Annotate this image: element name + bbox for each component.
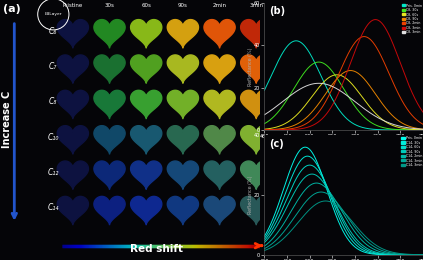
Polygon shape: [204, 55, 235, 83]
Polygon shape: [94, 161, 125, 189]
Polygon shape: [131, 126, 162, 154]
Polygon shape: [167, 90, 198, 119]
Text: 60s: 60s: [141, 3, 151, 8]
Polygon shape: [94, 90, 125, 119]
Text: Red shift: Red shift: [129, 244, 183, 253]
Polygon shape: [57, 20, 88, 48]
Text: (b): (b): [269, 6, 285, 16]
Legend: Pris. 0min, C14, 30s, C14, 60s, C14, 90s, C14, 2min, C14, 3min, C14, 3min: Pris. 0min, C14, 30s, C14, 60s, C14, 90s…: [401, 136, 422, 167]
Polygon shape: [241, 161, 272, 189]
Polygon shape: [241, 196, 272, 225]
Polygon shape: [167, 55, 198, 83]
Polygon shape: [57, 90, 88, 119]
Polygon shape: [94, 55, 125, 83]
Polygon shape: [204, 126, 235, 154]
Text: C₇: C₇: [49, 62, 58, 71]
Polygon shape: [131, 20, 162, 48]
Polygon shape: [241, 126, 272, 154]
Polygon shape: [57, 196, 88, 225]
Text: LBLayer: LBLayer: [44, 12, 62, 16]
Polygon shape: [167, 20, 198, 48]
Polygon shape: [131, 55, 162, 83]
Text: 30s: 30s: [104, 3, 115, 8]
Polygon shape: [131, 196, 162, 225]
Polygon shape: [57, 126, 88, 154]
Text: (c): (c): [269, 139, 284, 149]
Text: C₁₄: C₁₄: [48, 204, 59, 212]
Polygon shape: [204, 20, 235, 48]
Text: Pristine: Pristine: [63, 3, 83, 8]
X-axis label: Wavelength (nm): Wavelength (nm): [322, 141, 365, 146]
Polygon shape: [57, 55, 88, 83]
Legend: Pris. 0min, C8, 30s, C8, 60s, C8, 90s, C8, 2min, C8, 3min, C8, 3min: Pris. 0min, C8, 30s, C8, 60s, C8, 90s, C…: [401, 3, 422, 35]
Text: C₈: C₈: [49, 98, 58, 106]
Text: 2min: 2min: [213, 3, 227, 8]
Polygon shape: [167, 196, 198, 225]
Polygon shape: [241, 90, 272, 119]
Polygon shape: [204, 90, 235, 119]
Polygon shape: [241, 55, 272, 83]
Text: 3min: 3min: [249, 3, 263, 8]
Polygon shape: [167, 161, 198, 189]
Polygon shape: [204, 196, 235, 225]
Text: (a): (a): [3, 4, 20, 14]
Y-axis label: Reflectance (%): Reflectance (%): [247, 176, 253, 214]
Polygon shape: [131, 90, 162, 119]
Text: C₁₀: C₁₀: [48, 133, 59, 142]
Polygon shape: [131, 161, 162, 189]
Polygon shape: [57, 161, 88, 189]
Polygon shape: [94, 20, 125, 48]
Polygon shape: [94, 126, 125, 154]
Polygon shape: [241, 20, 272, 48]
Polygon shape: [94, 196, 125, 225]
Y-axis label: Reflectance (%): Reflectance (%): [247, 47, 253, 86]
Text: C₁₂: C₁₂: [48, 168, 59, 177]
Polygon shape: [204, 161, 235, 189]
Text: 90s: 90s: [178, 3, 188, 8]
Text: Increase C: Increase C: [2, 91, 11, 148]
Polygon shape: [167, 126, 198, 154]
Text: C₆: C₆: [49, 27, 58, 36]
